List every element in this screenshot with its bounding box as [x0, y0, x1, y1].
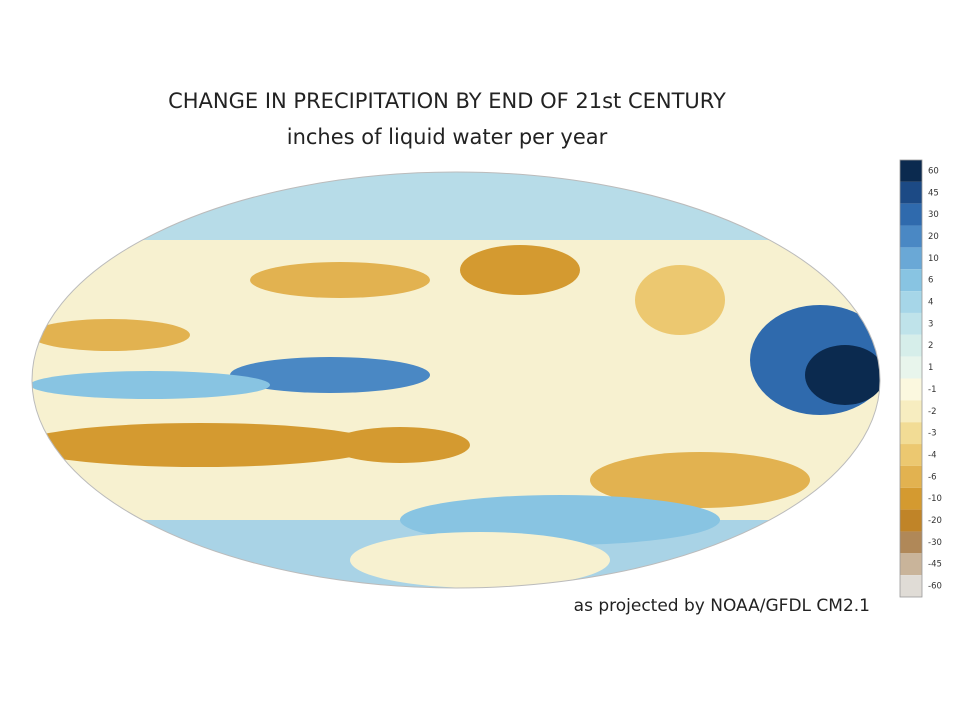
colorbar-label: 20: [928, 232, 939, 242]
colorbar-label: -10: [928, 494, 942, 504]
colorbar-swatch: [900, 422, 922, 445]
colorbar-swatch: [900, 575, 922, 597]
colorbar-swatch: [900, 203, 922, 226]
colorbar-label: 3: [928, 319, 933, 329]
colorbar-label: 6: [928, 276, 933, 286]
colorbar-label: -2: [928, 407, 936, 417]
colorbar-swatch: [900, 487, 922, 510]
colorbar-label: -4: [928, 450, 936, 460]
colorbar-label: 60: [928, 166, 939, 176]
colorbar-label: -6: [928, 472, 936, 482]
colorbar-label: -60: [928, 582, 942, 592]
colorbar-swatch: [900, 553, 922, 576]
colorbar-swatch: [900, 312, 922, 335]
colorbar-swatch: [900, 247, 922, 270]
colorbar-label: -45: [928, 560, 942, 570]
colorbar-label: -30: [928, 538, 942, 548]
map: [32, 172, 880, 588]
subtitle: inches of liquid water per year: [287, 125, 608, 149]
colorbar-swatch: [900, 444, 922, 466]
colorbar-label: 10: [928, 254, 939, 264]
credit: as projected by NOAA/GFDL CM2.1: [574, 596, 870, 616]
colorbar-frame: [899, 159, 923, 598]
colorbar-swatch: [900, 400, 922, 423]
colorbar-swatch: [900, 269, 922, 292]
colorbar-swatch: [900, 465, 922, 488]
colorbar-label: 1: [928, 363, 933, 373]
colorbar-label: -3: [928, 429, 936, 439]
colorbar-swatch: [900, 225, 922, 248]
colorbar-swatch: [900, 531, 922, 554]
colorbar-label: 45: [928, 188, 939, 198]
colorbar-label: 4: [928, 298, 933, 308]
colorbar-label: -1: [928, 385, 936, 395]
colorbar-swatch: [900, 334, 922, 357]
colorbar-swatch: [900, 160, 922, 182]
map-outline: [31, 171, 881, 589]
colorbar: 60 45 30 20 10 6 4 3 2 1 -1 -2 -3 -4 -6 -10 -20 -30 -45 -60: [899, 159, 942, 598]
colorbar-swatch: [900, 356, 922, 379]
colorbar-label: 30: [928, 210, 939, 220]
title: CHANGE IN PRECIPITATION BY END OF 21st C…: [168, 89, 726, 113]
colorbar-label: -20: [928, 516, 942, 526]
colorbar-swatch: [900, 378, 922, 401]
colorbar-swatch: [900, 291, 922, 313]
colorbar-swatch: [900, 181, 922, 204]
colorbar-label: 2: [928, 341, 933, 351]
colorbar-swatch: [900, 509, 922, 532]
